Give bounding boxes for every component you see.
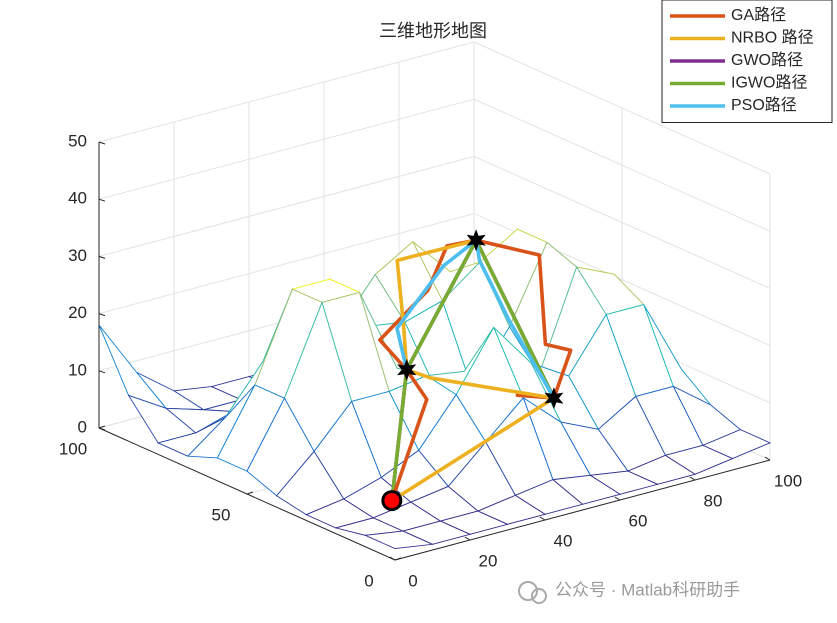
watermark-icon <box>518 581 538 601</box>
grid-line <box>98 98 475 200</box>
y-tick <box>246 491 254 495</box>
watermark-icon <box>531 588 547 604</box>
legend: GA路径 NRBO 路径 GWO路径 IGWO路径 PSO路径 <box>661 0 833 123</box>
x-tick <box>539 516 546 521</box>
z-tick-label: 20 <box>68 303 87 322</box>
z-tick-label: 30 <box>68 246 87 265</box>
y-tick-label: 0 <box>364 571 373 590</box>
x-tick-label: 40 <box>554 531 573 550</box>
grid-line <box>98 41 475 143</box>
z-tick <box>98 198 106 202</box>
chart-title: 三维地形地图 <box>379 21 487 41</box>
z-tick <box>98 370 106 374</box>
target-marker <box>466 229 486 252</box>
legend-label: PSO路径 <box>731 96 797 114</box>
x-tick-label: 100 <box>774 471 802 490</box>
target-marker <box>397 358 417 381</box>
grid-line <box>98 155 475 257</box>
z-tick-label: 0 <box>78 417 87 436</box>
legend-label: GWO路径 <box>731 51 803 69</box>
x-tick <box>764 456 771 461</box>
legend-label: GA路径 <box>731 6 786 24</box>
z-tick-label: 10 <box>68 360 87 379</box>
y-tick-label: 100 <box>59 439 87 458</box>
x-tick-label: 0 <box>408 571 417 590</box>
x-axis <box>394 459 771 561</box>
x-tick <box>614 496 621 501</box>
z-tick <box>98 313 106 317</box>
x-tick-label: 80 <box>704 491 723 510</box>
x-tick <box>689 476 696 481</box>
y-tick <box>394 557 402 561</box>
z-tick <box>98 255 106 259</box>
z-tick <box>98 427 106 431</box>
x-tick <box>389 556 396 561</box>
grid-line <box>98 213 475 315</box>
route-line <box>390 238 556 503</box>
watermark-text: 公众号 · Matlab科研助手 <box>555 580 740 599</box>
y-tick-label: 50 <box>212 505 231 524</box>
x-tick <box>464 536 471 541</box>
markers <box>381 229 564 512</box>
mesh-cell <box>363 530 435 550</box>
axes: 0 10 20 30 40 50 0 20 40 60 80 100 0 50 100 <box>59 131 802 590</box>
y-tick <box>98 425 106 429</box>
legend-label: IGWO路径 <box>731 74 807 92</box>
z-tick <box>98 141 106 145</box>
start-marker <box>381 490 403 512</box>
target-marker <box>544 387 564 410</box>
x-tick-label: 20 <box>479 551 498 570</box>
z-tick-label: 40 <box>68 189 87 208</box>
legend-label: NRBO 路径 <box>731 29 814 47</box>
x-tick-label: 60 <box>629 511 648 530</box>
z-tick-label: 50 <box>68 131 87 150</box>
watermark: 公众号 · Matlab科研助手 <box>518 580 740 604</box>
